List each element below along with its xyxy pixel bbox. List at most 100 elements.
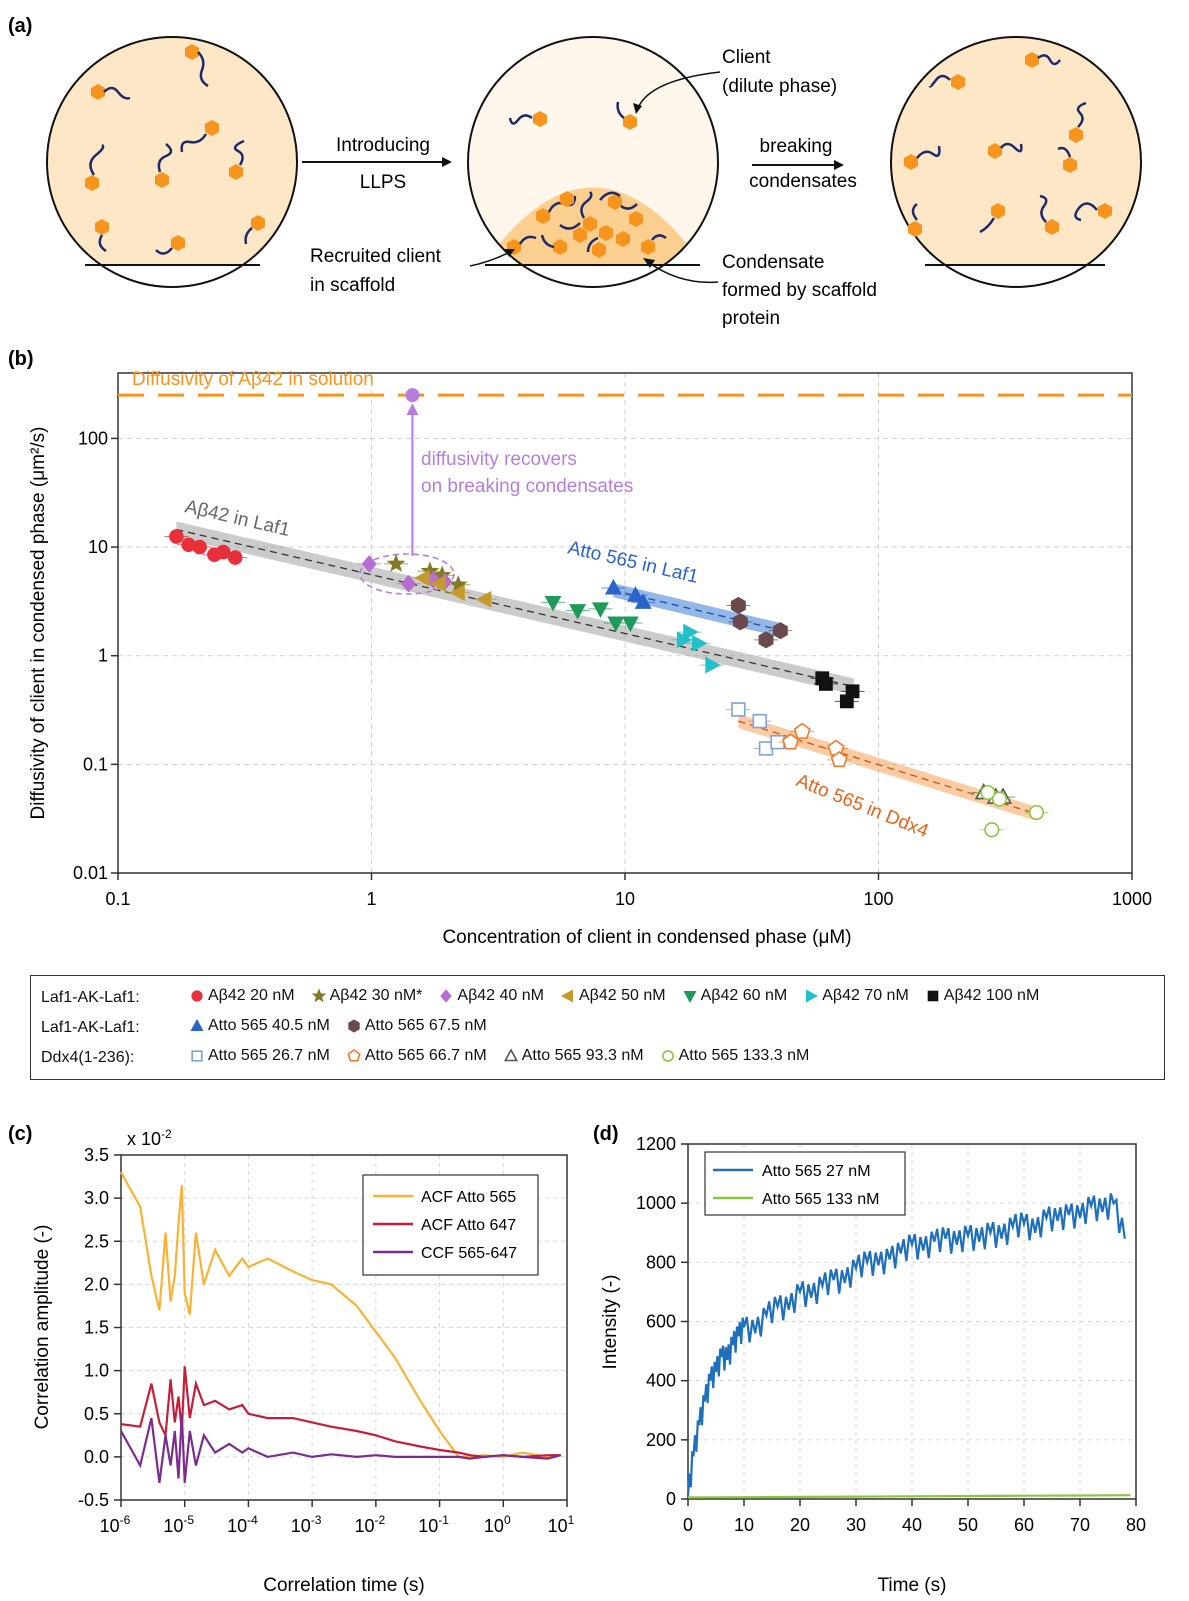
data-point [215, 544, 231, 560]
x-tick-label-c: 10-2 [355, 1513, 386, 1536]
label-introducing: Introducing [336, 135, 430, 156]
label-in-scaffold: in scaffold [310, 275, 395, 296]
y-tick-label-c: 3.5 [84, 1145, 109, 1165]
tick-exponent: -2 [375, 1513, 386, 1527]
data-point [192, 539, 207, 555]
tick-exponent: -6 [120, 1513, 131, 1527]
tick-base: 10 [100, 1516, 120, 1536]
legend-marker-shape [927, 990, 939, 1002]
arrow-introducing-llps [302, 157, 452, 167]
legend-items: Aβ42 20 nM Aβ42 30 nM* Aβ42 40 nM Aβ42 50 n… [189, 987, 1055, 1009]
legend-group-label: Laf1-AK-Laf1: [41, 1019, 140, 1036]
legend-item: Atto 565 67.5 nM [346, 1017, 487, 1035]
x-tick-label-c: 10-6 [100, 1513, 131, 1536]
series-line-c [120, 1171, 561, 1459]
legend-marker [311, 988, 326, 1003]
ticks-b: 0.1 1 10 100 1000 0.01 0.1 1 10 100 [73, 428, 1152, 909]
x-tick-label-c: 10-5 [163, 1513, 194, 1536]
x-tick-label-b: 1 [366, 889, 376, 909]
x-axis-label-d: Time (s) [878, 1575, 947, 1596]
legend-label: Atto 565 67.5 nM [364, 1017, 487, 1034]
y-tick-label-c: 1.5 [84, 1318, 109, 1338]
legend-label-acf565: ACF Atto 565 [421, 1189, 516, 1206]
legend-item: Aβ42 30 nM* [311, 987, 422, 1005]
legend-marker-shape [560, 989, 573, 1003]
data-point [569, 604, 587, 620]
lines-d [686, 1193, 1131, 1499]
legend-label: Aβ42 60 nM [700, 987, 788, 1004]
legend-group-label: Laf1-AK-Laf1: [41, 989, 140, 1006]
legend-item: Atto 565 26.7 nM [189, 1047, 330, 1065]
legend-label: Aβ42 50 nM [579, 987, 666, 1004]
legend-label-acf647: ACF Atto 647 [421, 1217, 516, 1234]
y-tick-label-d: 200 [646, 1430, 676, 1450]
legend-marker-shape [503, 1048, 518, 1062]
legend-item: Atto 565 40.5 nM [189, 1017, 330, 1035]
legend-label: Aβ42 40 nM [457, 987, 544, 1004]
legend-marker-shape [191, 990, 203, 1002]
legend-marker-shape [440, 989, 453, 1003]
y-tick-label-c: 2.5 [84, 1231, 109, 1251]
highlight-ellipse [359, 553, 455, 595]
legend-row-laf1-atto: Laf1-AK-Laf1: Atto 565 40.5 nM Atto 565 6… [41, 1014, 503, 1042]
x-tick-label-c: 10-1 [418, 1513, 449, 1536]
data-point [818, 677, 833, 691]
y-tick-label-b: 100 [78, 428, 108, 448]
data-point [793, 722, 811, 739]
data-point [169, 529, 184, 544]
data-point [430, 575, 446, 593]
y-tick-label-c: 2.0 [84, 1274, 109, 1294]
y-axis-label-c: Correlation amplitude (-) [32, 1225, 53, 1430]
client-molecules [904, 52, 1112, 237]
data-point [984, 822, 1000, 838]
label-condensate: Condensate [722, 252, 824, 273]
y-tick-label-d: 600 [646, 1312, 676, 1332]
annotation-atto-laf1: Atto 565 in Laf1 [566, 537, 700, 587]
data-point [752, 713, 767, 729]
data-point [386, 554, 406, 572]
legend-marker [190, 1018, 204, 1031]
x-tick-label-d: 60 [1014, 1515, 1034, 1535]
tick-exponent: 1 [568, 1513, 575, 1527]
fit-band [176, 521, 854, 695]
x-tick-label-c: 101 [548, 1513, 575, 1536]
legend-item: Aβ42 100 nM [925, 987, 1039, 1005]
legend-label: Atto 565 26.7 nM [208, 1047, 330, 1064]
legend-item: Aβ42 40 nM [438, 987, 544, 1005]
tick-base: 10 [227, 1516, 247, 1536]
legend-label-27nM: Atto 565 27 nM [762, 1163, 871, 1180]
markers-b [164, 529, 1049, 838]
y-tick-label-c: 1.0 [84, 1361, 109, 1381]
legend-item: Atto 565 93.3 nM [503, 1047, 644, 1065]
y-tick-label-c: 3.0 [84, 1188, 109, 1208]
label-breaking: breaking [760, 136, 833, 157]
client-molecules-condensed [507, 191, 667, 258]
legend-item: Aβ42 70 nM [803, 987, 909, 1005]
y-tick-label-d: 800 [646, 1252, 676, 1272]
x-tick-label-c: 10-4 [227, 1513, 258, 1536]
legend-marker [806, 989, 819, 1003]
label-client-dilute: (dilute phase) [722, 76, 837, 97]
x-tick-label-c: 100 [484, 1513, 511, 1536]
droplet-before-llps [46, 36, 298, 288]
y-tick-label-d: 400 [646, 1371, 676, 1391]
tick-exponent: -5 [183, 1513, 194, 1527]
data-point [692, 634, 708, 652]
legend-marker [191, 990, 203, 1002]
tick-base: 10 [548, 1516, 568, 1536]
tick-exponent: -4 [247, 1513, 258, 1527]
legend-marker-shape [348, 1019, 360, 1033]
legend-label: Aβ42 70 nM [822, 987, 909, 1004]
legend-c: ACF Atto 565 ACF Atto 647 CCF 565-647 [362, 1174, 539, 1276]
series-line-d [687, 1494, 1131, 1499]
label-llps: LLPS [360, 172, 406, 193]
data-point [1028, 804, 1045, 821]
y-axis-label-b: Diffusivity of client in condensed phase… [28, 427, 49, 820]
data-point [845, 684, 860, 699]
annotation-recovery-1: diffusivity recovers [421, 449, 577, 470]
label-formed-by-scaffold: formed by scaffold [722, 280, 877, 301]
recovery-point [405, 388, 420, 403]
recovery-arrow-head [406, 403, 419, 416]
data-point [621, 616, 639, 633]
